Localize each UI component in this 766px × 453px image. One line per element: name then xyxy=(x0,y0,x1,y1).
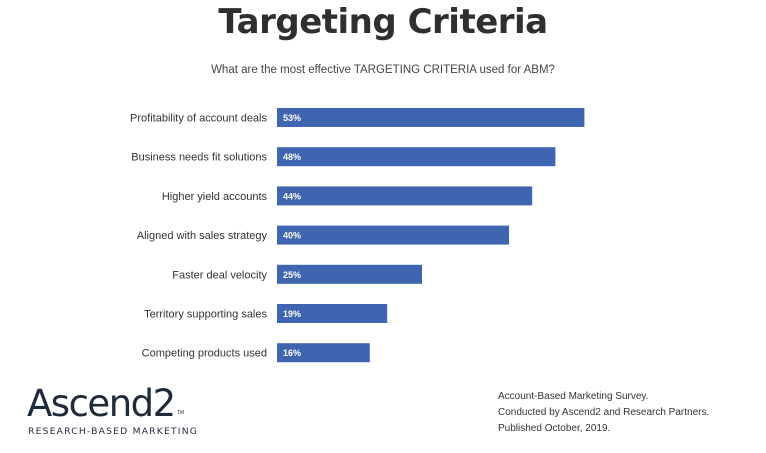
category-label-faster-deal-velocity: Faster deal velocity xyxy=(172,269,267,281)
category-label-aligned-with-sales-strategy: Aligned with sales strategy xyxy=(137,230,268,242)
source-line-1: Account-Based Marketing Survey. xyxy=(498,391,649,402)
bar-competing-products-used xyxy=(277,343,370,363)
bar-aligned-with-sales-strategy xyxy=(277,225,509,245)
logo-tagline: RESEARCH-BASED MARKETING xyxy=(28,426,199,437)
value-label-profitability-of-account-deals: 53% xyxy=(283,113,301,123)
value-label-competing-products-used: 16% xyxy=(283,348,301,358)
bar-higher-yield-accounts xyxy=(277,186,533,206)
category-label-territory-supporting-sales: Territory supporting sales xyxy=(144,309,267,321)
value-label-territory-supporting-sales: 19% xyxy=(283,309,301,319)
value-label-higher-yield-accounts: 44% xyxy=(283,191,301,201)
bar-territory-supporting-sales xyxy=(277,304,388,323)
bar-profitability-of-account-deals xyxy=(277,108,585,127)
category-label-competing-products-used: Competing products used xyxy=(142,348,267,360)
source-line-3: Published October, 2019. xyxy=(498,423,611,434)
value-label-business-needs-fit-solutions: 48% xyxy=(283,152,301,162)
value-label-aligned-with-sales-strategy: 40% xyxy=(283,231,301,241)
category-label-profitability-of-account-deals: Profitability of account deals xyxy=(130,113,267,125)
logo-trademark: TM xyxy=(177,410,185,416)
bar-faster-deal-velocity xyxy=(277,264,422,284)
value-label-faster-deal-velocity: 25% xyxy=(283,270,301,280)
source-note: Account-Based Marketing Survey. Conducte… xyxy=(498,389,709,437)
category-label-higher-yield-accounts: Higher yield accounts xyxy=(162,191,268,203)
bar-chart: Profitability of account deals 53% Busines… xyxy=(130,108,585,363)
bar-business-needs-fit-solutions xyxy=(277,147,556,167)
chart-title: Targeting Criteria xyxy=(218,2,548,42)
ascend2-logo: Ascend2 TM RESEARCH-BASED MARKETING xyxy=(27,384,197,440)
logo-wordmark: Ascend2 xyxy=(27,382,176,425)
source-line-2: Conducted by Ascend2 and Research Partne… xyxy=(498,407,710,418)
category-label-business-needs-fit-solutions: Business needs fit solutions xyxy=(131,152,267,164)
chart-subtitle: What are the most effective TARGETING CR… xyxy=(211,64,555,76)
